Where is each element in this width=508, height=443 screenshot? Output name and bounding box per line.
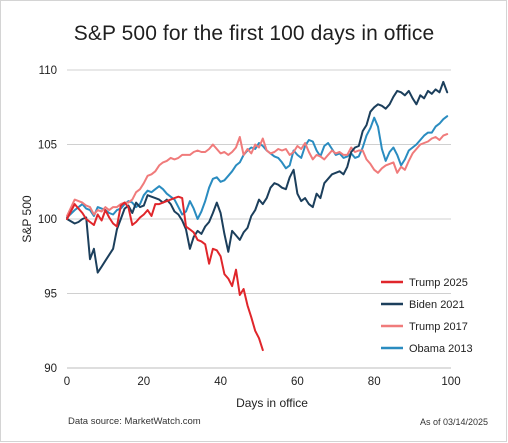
chart-title: S&P 500 for the first 100 days in office bbox=[73, 22, 435, 45]
y-axis-label: S&P 500 bbox=[20, 195, 34, 242]
axis-layer: 90 95 100 105 110 0 20 40 60 80 100 bbox=[38, 65, 461, 388]
y-tick-label: 90 bbox=[44, 363, 57, 375]
series-line-biden-2021 bbox=[66, 80, 449, 274]
legend-label: Obama 2013 bbox=[409, 343, 473, 355]
x-tick-label: 100 bbox=[441, 376, 460, 388]
y-tick-label: 95 bbox=[44, 289, 57, 301]
data-source-note: Data source: MarketWatch.com bbox=[68, 416, 201, 427]
x-tick-label: 20 bbox=[137, 376, 150, 388]
legend: Trump 2025 Biden 2021 Trump 2017 Obama 2013 bbox=[381, 277, 473, 355]
legend-label: Biden 2021 bbox=[409, 299, 465, 311]
as-of-date: As of 03/14/2025 bbox=[419, 417, 488, 427]
x-tick-label: 0 bbox=[64, 376, 70, 388]
x-tick-label: 60 bbox=[291, 376, 304, 388]
y-tick-label: 110 bbox=[39, 65, 57, 77]
series-line-obama-2013 bbox=[66, 115, 449, 220]
legend-label: Trump 2025 bbox=[409, 277, 468, 289]
grid-layer bbox=[67, 69, 451, 369]
x-tick-label: 40 bbox=[214, 376, 227, 388]
series-line-trump-2017 bbox=[66, 133, 449, 217]
x-tick-label: 80 bbox=[368, 376, 381, 388]
y-tick-label: 105 bbox=[38, 140, 57, 152]
y-tick-label: 100 bbox=[38, 214, 57, 226]
series-layer bbox=[66, 80, 449, 352]
series-line-trump-2025 bbox=[66, 195, 264, 352]
legend-label: Trump 2017 bbox=[409, 321, 468, 333]
x-axis-label: Days in office bbox=[236, 396, 308, 410]
